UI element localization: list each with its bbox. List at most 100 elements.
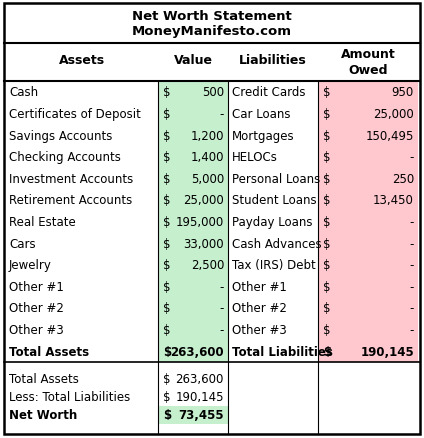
Bar (158, 147, 228, 168)
Text: Other #2: Other #2 (232, 302, 287, 315)
Text: Real Estate: Real Estate (9, 215, 76, 229)
Text: $: $ (323, 323, 330, 336)
Text: Owed: Owed (348, 64, 388, 76)
Text: 195,000: 195,000 (176, 215, 224, 229)
Text: Jewelry: Jewelry (9, 259, 52, 272)
Text: $: $ (163, 108, 170, 120)
Text: 5,000: 5,000 (191, 173, 224, 185)
Text: Total Assets: Total Assets (9, 345, 89, 358)
Bar (158, 297, 228, 319)
Text: $: $ (163, 215, 170, 229)
Text: $: $ (323, 194, 330, 207)
Text: -: - (410, 280, 414, 293)
Text: -: - (410, 151, 414, 164)
Text: Amount: Amount (340, 47, 395, 60)
Text: 263,600: 263,600 (170, 345, 224, 358)
Text: -: - (220, 108, 224, 120)
Text: 1,200: 1,200 (190, 129, 224, 142)
Text: Cash Advances: Cash Advances (232, 237, 322, 250)
Bar (318, 103, 418, 125)
Text: $: $ (323, 86, 330, 99)
Text: $: $ (163, 194, 170, 207)
Text: Cars: Cars (9, 237, 36, 250)
Text: 25,000: 25,000 (373, 108, 414, 120)
Text: $: $ (323, 280, 330, 293)
Text: $: $ (163, 173, 170, 185)
Bar (158, 341, 228, 362)
Text: -: - (220, 323, 224, 336)
Text: -: - (220, 302, 224, 315)
Text: Total Assets: Total Assets (9, 373, 79, 385)
Text: $: $ (323, 259, 330, 272)
Text: 190,145: 190,145 (360, 345, 414, 358)
Text: $: $ (163, 323, 170, 336)
Text: Net Worth: Net Worth (9, 409, 77, 421)
Bar (318, 168, 418, 190)
Text: Student Loans: Student Loans (232, 194, 317, 207)
Text: Other #1: Other #1 (9, 280, 64, 293)
Text: Tax (IRS) Debt: Tax (IRS) Debt (232, 259, 316, 272)
Text: Other #2: Other #2 (9, 302, 64, 315)
Text: 263,600: 263,600 (176, 373, 224, 385)
Text: Retirement Accounts: Retirement Accounts (9, 194, 132, 207)
Text: Credit Cards: Credit Cards (232, 86, 306, 99)
Text: Mortgages: Mortgages (232, 129, 295, 142)
Text: $: $ (163, 237, 170, 250)
Text: $: $ (163, 345, 171, 358)
Text: $: $ (163, 129, 170, 142)
Text: -: - (410, 323, 414, 336)
Text: -: - (220, 280, 224, 293)
Text: $: $ (163, 302, 170, 315)
Text: 190,145: 190,145 (176, 391, 224, 403)
Text: MoneyManifesto.com: MoneyManifesto.com (132, 25, 292, 37)
Text: $: $ (163, 391, 170, 403)
Text: 150,495: 150,495 (365, 129, 414, 142)
Bar (158, 319, 228, 341)
Text: Payday Loans: Payday Loans (232, 215, 312, 229)
Bar (318, 341, 418, 362)
Text: Less: Total Liabilities: Less: Total Liabilities (9, 391, 130, 403)
Bar (318, 276, 418, 297)
Text: Assets: Assets (59, 54, 105, 67)
Bar (318, 233, 418, 254)
Text: Checking Accounts: Checking Accounts (9, 151, 121, 164)
Bar (318, 190, 418, 211)
Text: 33,000: 33,000 (183, 237, 224, 250)
Text: Cash: Cash (9, 86, 38, 99)
Bar (158, 82, 228, 103)
Text: $: $ (323, 237, 330, 250)
Bar (158, 125, 228, 147)
Text: Investment Accounts: Investment Accounts (9, 173, 133, 185)
Text: Other #3: Other #3 (232, 323, 287, 336)
Bar (158, 211, 228, 233)
Text: -: - (410, 237, 414, 250)
Text: Other #1: Other #1 (232, 280, 287, 293)
Text: Total Liabilities: Total Liabilities (232, 345, 333, 358)
Text: 73,455: 73,455 (179, 409, 224, 421)
Text: Other #3: Other #3 (9, 323, 64, 336)
Bar (158, 190, 228, 211)
Text: $: $ (323, 173, 330, 185)
Text: 2,500: 2,500 (191, 259, 224, 272)
Bar (158, 103, 228, 125)
Bar (158, 168, 228, 190)
Text: $: $ (323, 345, 331, 358)
Text: $: $ (163, 409, 171, 421)
Text: 25,000: 25,000 (183, 194, 224, 207)
Text: $: $ (323, 108, 330, 120)
Text: 250: 250 (392, 173, 414, 185)
Bar (318, 125, 418, 147)
Bar (318, 319, 418, 341)
Bar (318, 254, 418, 276)
Bar (318, 211, 418, 233)
Text: 1,400: 1,400 (190, 151, 224, 164)
Text: Car Loans: Car Loans (232, 108, 290, 120)
Text: $: $ (163, 151, 170, 164)
Text: -: - (410, 215, 414, 229)
Text: Net Worth Statement: Net Worth Statement (132, 10, 292, 22)
Text: $: $ (323, 151, 330, 164)
Text: $: $ (163, 86, 170, 99)
Text: -: - (410, 259, 414, 272)
Text: Savings Accounts: Savings Accounts (9, 129, 112, 142)
Text: 950: 950 (392, 86, 414, 99)
